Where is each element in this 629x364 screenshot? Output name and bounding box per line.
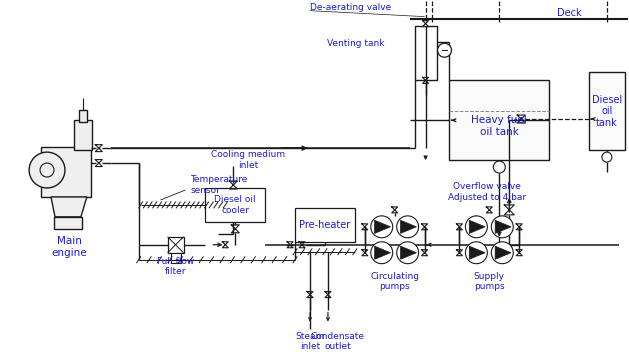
Bar (54, 217, 82, 229)
Bar (295, 208, 355, 242)
Text: Venting tank: Venting tank (327, 39, 385, 48)
Circle shape (29, 152, 65, 188)
Circle shape (465, 242, 487, 264)
Text: Supply
pumps: Supply pumps (474, 272, 505, 291)
Text: De-aerating valve: De-aerating valve (310, 3, 391, 12)
Text: Condensate
outlet: Condensate outlet (311, 332, 365, 351)
Polygon shape (375, 220, 391, 233)
Circle shape (438, 43, 452, 57)
Text: Circulating
pumps: Circulating pumps (370, 272, 419, 291)
Text: Deck: Deck (557, 8, 581, 17)
Text: Steam
inlet: Steam inlet (296, 332, 325, 351)
Circle shape (370, 242, 392, 264)
Bar (415, 25, 437, 80)
Circle shape (370, 216, 392, 238)
Circle shape (491, 216, 513, 238)
Bar (41, 147, 91, 197)
Polygon shape (469, 246, 485, 259)
Circle shape (493, 161, 505, 173)
Polygon shape (375, 246, 391, 259)
Bar (450, 80, 549, 160)
Bar (167, 237, 184, 253)
Circle shape (397, 242, 419, 264)
Bar (589, 72, 625, 150)
Polygon shape (401, 220, 416, 233)
Polygon shape (469, 220, 485, 233)
Text: Full flow
filter: Full flow filter (157, 257, 194, 276)
Text: Diesel
oil
tank: Diesel oil tank (592, 95, 622, 128)
Circle shape (40, 163, 54, 177)
Polygon shape (495, 220, 511, 233)
Bar (79, 110, 87, 122)
Text: Overflow valve
Adjusted to 4 bar: Overflow valve Adjusted to 4 bar (448, 182, 526, 202)
Polygon shape (51, 197, 87, 217)
Circle shape (465, 216, 487, 238)
Polygon shape (401, 246, 416, 259)
Bar (206, 188, 265, 222)
Text: Main
engine: Main engine (51, 236, 87, 258)
Text: Pre-heater: Pre-heater (299, 220, 350, 230)
Circle shape (491, 242, 513, 264)
Polygon shape (495, 246, 511, 259)
Bar (74, 120, 92, 150)
Text: Cooling medium
inlet: Cooling medium inlet (211, 150, 286, 170)
Text: Heavy fuel
oil tank: Heavy fuel oil tank (471, 115, 527, 137)
Circle shape (602, 152, 612, 162)
Text: Temperature
sensor: Temperature sensor (191, 175, 248, 195)
Circle shape (397, 216, 419, 238)
Bar (170, 253, 181, 263)
Text: Diesel oil
cooler: Diesel oil cooler (214, 195, 256, 215)
